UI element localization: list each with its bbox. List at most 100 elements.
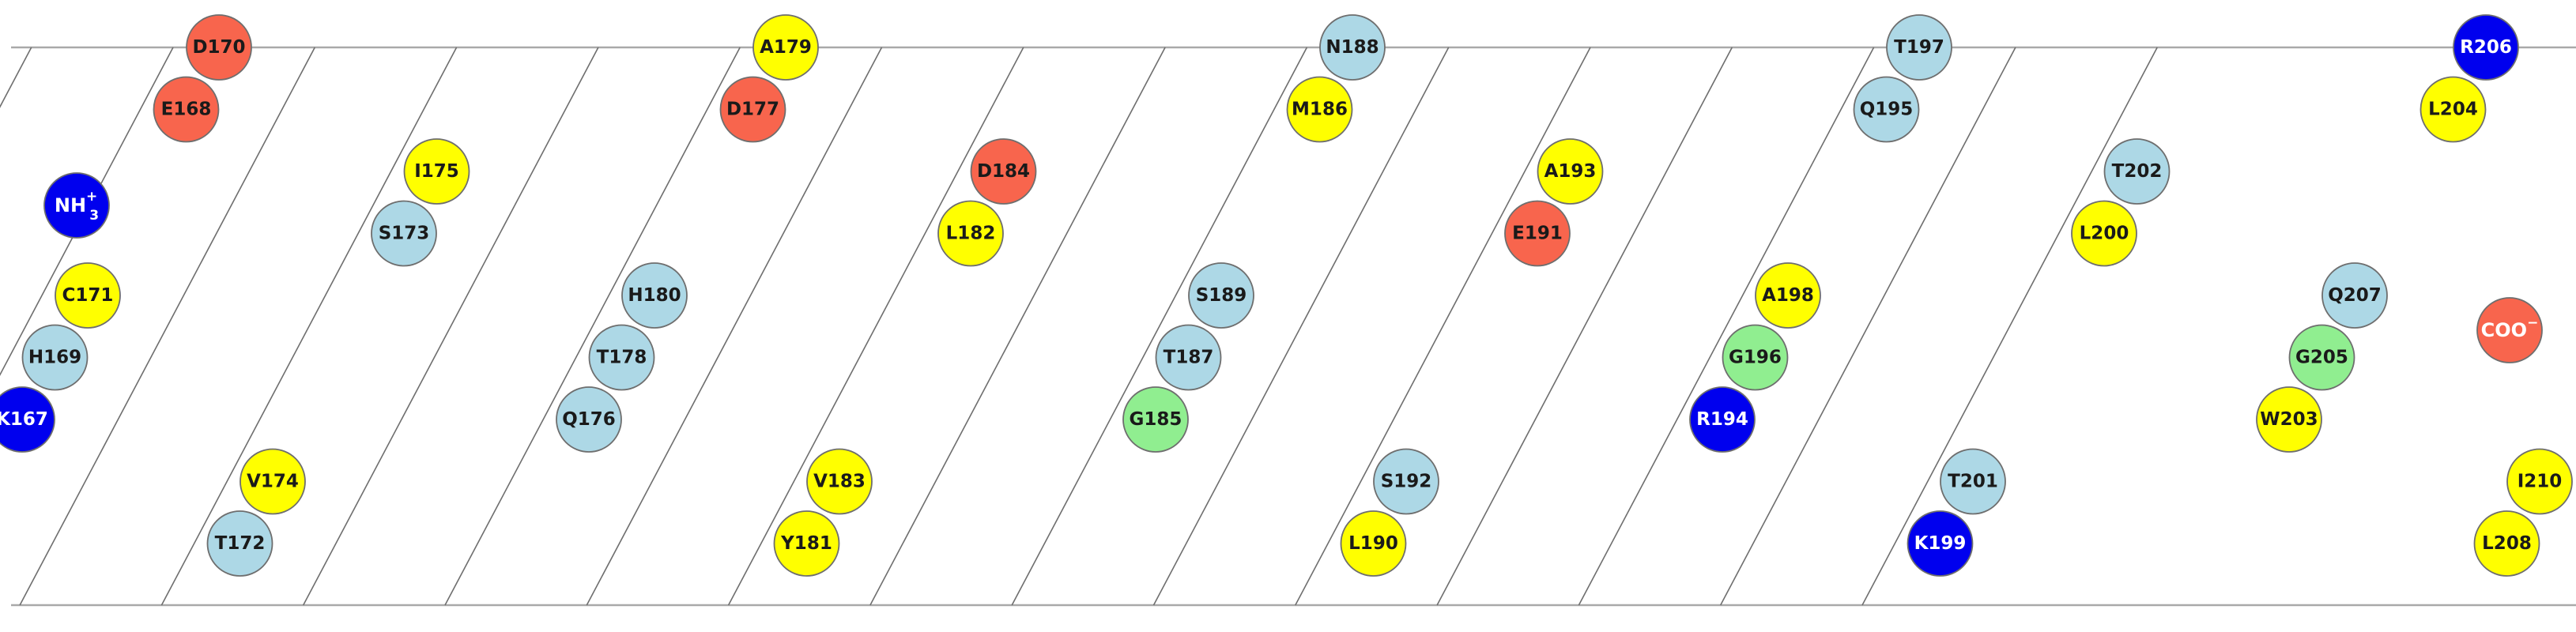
residue-label: G196 [1729, 348, 1782, 368]
c-terminus-label: COO− [2481, 315, 2539, 341]
residue-circle [1188, 262, 1254, 329]
residue-label: L182 [946, 224, 996, 244]
residue-r206: R206 [2453, 14, 2519, 81]
residue-label: R206 [2460, 37, 2512, 58]
residue-circle [153, 76, 220, 143]
residue-t172: T172 [206, 510, 273, 577]
residue-circle [1853, 76, 1920, 143]
n-terminus-subscript: 3 [89, 208, 99, 224]
residue-h169: H169 [21, 324, 89, 391]
residue-label: H169 [28, 348, 81, 368]
residue-w203: W203 [2256, 386, 2322, 453]
residue-circle [1373, 448, 1439, 515]
residue-label: T197 [1894, 37, 1944, 58]
residue-k167: K167 [0, 386, 55, 453]
residue-nodes: K167 E168 H169 D170 C171 T172 S173 V174 I175 Q176… [0, 14, 2573, 577]
residue-label: T172 [215, 533, 266, 554]
residue-y181: Y181 [773, 510, 840, 577]
residue-t187: T187 [1155, 324, 1222, 391]
strand-line [869, 47, 1166, 606]
residue-circle [752, 14, 819, 81]
residue-label: T187 [1164, 348, 1214, 368]
residue-d177: D177 [719, 76, 786, 143]
residue-q195: Q195 [1853, 76, 1920, 143]
residue-g185: G185 [1122, 386, 1189, 453]
residue-v174: V174 [239, 448, 306, 515]
residue-label: D170 [192, 37, 245, 58]
residue-circle [719, 76, 786, 143]
residue-label: S173 [379, 224, 430, 244]
residue-label: I175 [414, 161, 459, 182]
residue-circle [0, 386, 55, 453]
residue-circle [1504, 200, 1571, 267]
residue-r194: R194 [1689, 386, 1756, 453]
residue-i175: I175 [403, 138, 470, 205]
residue-label: A198 [1762, 285, 1814, 306]
residue-label: D177 [726, 100, 779, 120]
residue-label: G185 [1130, 409, 1182, 430]
strand-line [1861, 47, 2158, 606]
residue-circle [403, 138, 470, 205]
residue-label: Y181 [780, 533, 832, 554]
n-terminus-charge: + [86, 189, 97, 205]
residue-label: Q207 [2328, 285, 2382, 306]
residue-circle [1319, 14, 1386, 81]
residue-label: R194 [1696, 409, 1748, 430]
residue-circle [206, 510, 273, 577]
residue-circle [2453, 14, 2519, 81]
c-terminus: COO− [2476, 297, 2543, 363]
residue-label: L208 [2482, 533, 2532, 554]
residue-label: L200 [2080, 224, 2129, 244]
residue-circle [186, 14, 252, 81]
residue-m186: M186 [1286, 76, 1353, 143]
residue-q176: Q176 [556, 386, 622, 453]
residue-label: M186 [1292, 100, 1348, 120]
residue-circle [21, 324, 89, 391]
residue-circle [1340, 510, 1407, 577]
residue-circle [1155, 324, 1222, 391]
residue-label: L190 [1348, 533, 1398, 554]
strand-line [1578, 47, 1875, 606]
residue-i210: I210 [2506, 448, 2573, 515]
residue-label: H180 [628, 285, 681, 306]
residue-label: Q176 [562, 409, 616, 430]
residue-a179: A179 [752, 14, 819, 81]
residue-circle [1722, 324, 1789, 391]
residue-label: I210 [2518, 472, 2563, 492]
residue-circle [1940, 448, 2006, 515]
residue-circle [2071, 200, 2137, 267]
residue-label: V174 [247, 472, 299, 492]
residue-n188: N188 [1319, 14, 1386, 81]
residue-circle [970, 138, 1037, 205]
residue-e191: E191 [1504, 200, 1571, 267]
residue-t202: T202 [2103, 138, 2171, 205]
residue-e168: E168 [153, 76, 220, 143]
strand-line [727, 47, 1024, 606]
residue-circle [2103, 138, 2171, 205]
residue-label: W203 [2260, 409, 2318, 430]
residue-circle [1689, 386, 1756, 453]
n-terminus-main: NH [55, 194, 86, 216]
residue-label: K199 [1914, 533, 1967, 554]
residue-label: V183 [813, 472, 866, 492]
residue-label: D184 [977, 161, 1030, 182]
strand-line [19, 47, 316, 606]
strand-line [1295, 47, 1591, 606]
residue-d170: D170 [186, 14, 252, 81]
residue-t201: T201 [1940, 448, 2006, 515]
residue-label: A179 [760, 37, 812, 58]
residue-g205: G205 [2288, 324, 2355, 391]
strand-line [302, 47, 599, 606]
residue-circle [806, 448, 873, 515]
residue-a193: A193 [1537, 138, 1604, 205]
residue-label: S192 [1381, 472, 1432, 492]
residue-label: E168 [161, 100, 212, 120]
residue-circle [2419, 76, 2487, 143]
residue-l182: L182 [937, 200, 1004, 267]
strand-line [160, 47, 458, 606]
strand-line [1152, 47, 1450, 606]
residue-label: T202 [2112, 161, 2163, 182]
residue-label: Q195 [1860, 100, 1914, 120]
residue-s192: S192 [1373, 448, 1439, 515]
